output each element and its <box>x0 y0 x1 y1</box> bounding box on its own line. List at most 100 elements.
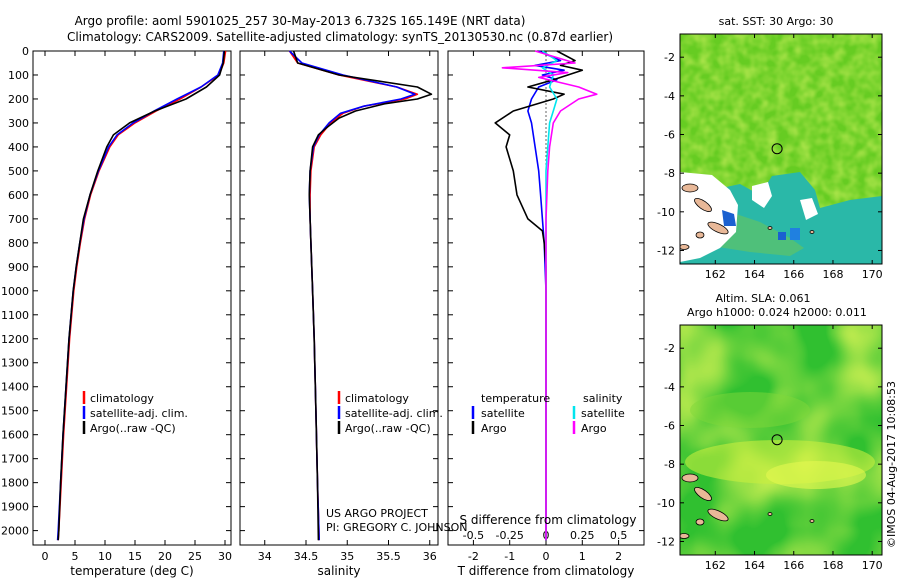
sla-map-subtitle: Argo h1000: 0.024 h2000: 0.011 <box>687 306 867 319</box>
lat-tick-label: -2 <box>664 342 675 355</box>
y-tick-label: 400 <box>8 141 29 154</box>
legend-title-temperature: temperature <box>481 392 550 405</box>
x-tick-label: 36 <box>423 550 437 563</box>
salinity-plot-frame <box>239 50 439 546</box>
t-difference-axis-label: T difference from climatology <box>457 564 635 578</box>
imos-timestamp: ©IMOS 04-Aug-2017 10:08:53 <box>885 381 898 548</box>
s-difference-axis-label: S difference from climatology <box>460 513 637 527</box>
salinity-panel: 34 34.5 35 35.5 36 salinity climatology sate… <box>239 50 467 578</box>
sla-map-title: Altim. SLA: 0.061 <box>715 292 810 305</box>
x-tick-label: 10 <box>98 550 112 563</box>
island-shape <box>695 231 705 239</box>
legend-label-satellite: satellite-adj. clim. <box>345 407 443 420</box>
lat-tick-label: -6 <box>664 420 675 433</box>
y-tick-label: 900 <box>8 261 29 274</box>
x-tick-label: 30 <box>218 550 232 563</box>
series-line-argo <box>501 50 598 541</box>
header-line-1: Argo profile: aoml 5901025_257 30-May-20… <box>75 14 526 28</box>
sst-map-ticks: 162 164 166 168 170 -2 -4 -6 -8 -10 -12 <box>657 34 883 281</box>
x-tick-label-top: -0.25 <box>495 529 523 542</box>
x-tick-label: -1 <box>504 550 515 563</box>
legend-label-temp-satellite: satellite <box>481 407 525 420</box>
island-shape <box>707 508 729 522</box>
x-tick-label: 35.5 <box>376 550 401 563</box>
lat-tick-label: -8 <box>664 167 675 180</box>
legend-label-sal-satellite: satellite <box>581 407 625 420</box>
lon-tick-label: 170 <box>862 268 883 281</box>
lon-tick-label: 170 <box>862 559 883 572</box>
salinity-series <box>288 50 433 541</box>
series-line-climatology <box>288 50 419 541</box>
island-shape <box>680 244 690 250</box>
lon-tick-label: 166 <box>783 268 804 281</box>
island-shape <box>767 512 773 516</box>
y-tick-label: 1100 <box>1 309 29 322</box>
island-shape <box>809 519 815 523</box>
temperature-axis-ticks: 0 5 10 15 20 25 30 <box>33 50 232 563</box>
x-tick-label: 34 <box>258 550 272 563</box>
series-line-argo-raw-qc- <box>292 50 433 541</box>
x-tick-label: 34.5 <box>294 550 319 563</box>
sla-map-ticks: 162 164 166 168 170 -2 -4 -6 -8 -10 -12 <box>657 325 883 572</box>
lat-tick-label: -4 <box>664 381 675 394</box>
x-tick-label-top: -0.5 <box>463 529 484 542</box>
series-line-satellite <box>541 50 558 541</box>
lat-tick-label: -2 <box>664 51 675 64</box>
lon-tick-label: 168 <box>822 268 843 281</box>
y-tick-label: 2000 <box>1 525 29 538</box>
series-line-satellite-adj-clim- <box>288 50 416 541</box>
x-tick-label-top: 0.5 <box>610 529 628 542</box>
legend-label-sal-argo: Argo <box>581 422 607 435</box>
y-tick-label: 600 <box>8 189 29 202</box>
x-tick-label: 20 <box>158 550 172 563</box>
lon-tick-label: 162 <box>705 268 726 281</box>
sla-map-field <box>680 325 882 555</box>
x-tick-label-top: 0.25 <box>570 529 595 542</box>
sst-map-frame <box>679 33 883 265</box>
x-tick-label: 2 <box>615 550 622 563</box>
lat-tick-label: -6 <box>664 129 675 142</box>
float-position-marker <box>771 434 783 446</box>
legend-title-salinity: salinity <box>583 392 623 405</box>
y-tick-label: 1200 <box>1 333 29 346</box>
legend-label-climatology: climatology <box>345 392 409 405</box>
x-tick-label: 35 <box>340 550 354 563</box>
lat-tick-label: -4 <box>664 90 675 103</box>
lat-tick-label: -10 <box>657 497 675 510</box>
temperature-panel: 0100200300400500600700800900100011001200… <box>1 45 232 578</box>
salinity-legend: climatology satellite-adj. clim. Argo(..… <box>337 391 443 435</box>
island-shape <box>809 230 815 234</box>
island-shape <box>681 183 699 193</box>
sst-map-field <box>680 34 882 264</box>
lat-tick-label: -10 <box>657 206 675 219</box>
x-tick-label: 0 <box>543 550 550 563</box>
legend-label-temp-argo: Argo <box>481 422 507 435</box>
y-tick-label: 1600 <box>1 429 29 442</box>
lon-tick-label: 168 <box>822 559 843 572</box>
depth-axis-ticks: 0 100 200 300 400 500 600 700 800 900 1000 1100 1200… <box>1 45 29 538</box>
legend-label-climatology: climatology <box>90 392 154 405</box>
project-credit: US ARGO PROJECT <box>326 507 428 520</box>
island-shape <box>680 533 690 539</box>
series-line-argo <box>494 50 584 541</box>
lon-tick-label: 164 <box>744 268 765 281</box>
sst-map-title: sat. SST: 30 Argo: 30 <box>719 15 834 28</box>
salinity-axis-label: salinity <box>317 564 360 578</box>
island-shape <box>695 518 705 526</box>
salinity-axis-ticks: 34 34.5 35 35.5 36 <box>240 50 438 563</box>
y-tick-label: 100 <box>8 69 29 82</box>
difference-panel: -2 -1 0 1 2-0.5 -0.25 0 0.25 0.5 T difference fr… <box>447 50 645 578</box>
y-tick-label: 1300 <box>1 357 29 370</box>
y-tick-label: 500 <box>8 165 29 178</box>
float-position-marker <box>771 143 783 155</box>
sla-map-frame <box>679 324 883 556</box>
lat-tick-label: -12 <box>657 535 675 548</box>
x-tick-label: 0 <box>42 550 49 563</box>
x-tick-label: 15 <box>128 550 142 563</box>
y-tick-label: 1800 <box>1 477 29 490</box>
lon-tick-label: 164 <box>744 559 765 572</box>
sst-map-panel: sat. SST: 30 Argo: 30 162 164 166 168 170 -2 -… <box>657 15 883 281</box>
y-tick-label: 700 <box>8 213 29 226</box>
pi-credit: PI: GREGORY C. JOHNSON <box>326 521 467 534</box>
temperature-axis-label: temperature (deg C) <box>70 564 193 578</box>
